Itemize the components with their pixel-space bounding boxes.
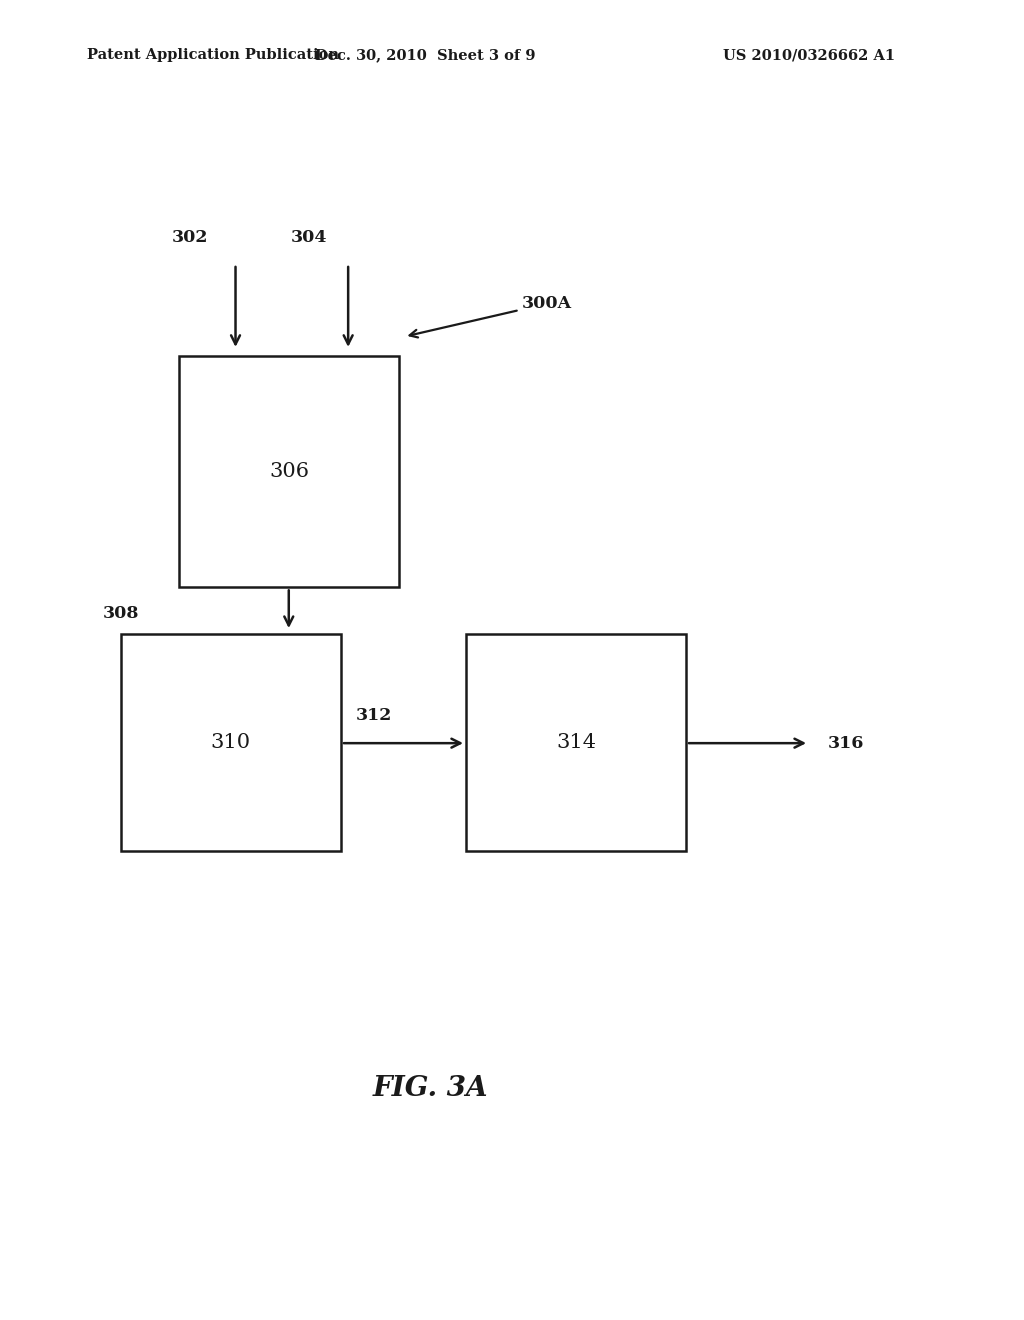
Text: 314: 314	[556, 733, 596, 752]
Text: FIG. 3A: FIG. 3A	[373, 1076, 487, 1102]
Bar	[121, 634, 341, 851]
Text: 304: 304	[291, 230, 328, 246]
Text: US 2010/0326662 A1: US 2010/0326662 A1	[723, 49, 895, 62]
Text: 302: 302	[171, 230, 208, 246]
Text: 316: 316	[827, 735, 864, 751]
Bar	[466, 634, 686, 851]
Text: 312: 312	[355, 708, 392, 723]
Text: 310: 310	[211, 733, 251, 752]
Text: Dec. 30, 2010  Sheet 3 of 9: Dec. 30, 2010 Sheet 3 of 9	[314, 49, 536, 62]
Text: 300A: 300A	[410, 296, 572, 338]
Text: 308: 308	[102, 606, 139, 622]
Text: 306: 306	[269, 462, 309, 482]
Text: Patent Application Publication: Patent Application Publication	[87, 49, 339, 62]
Bar	[179, 356, 399, 587]
